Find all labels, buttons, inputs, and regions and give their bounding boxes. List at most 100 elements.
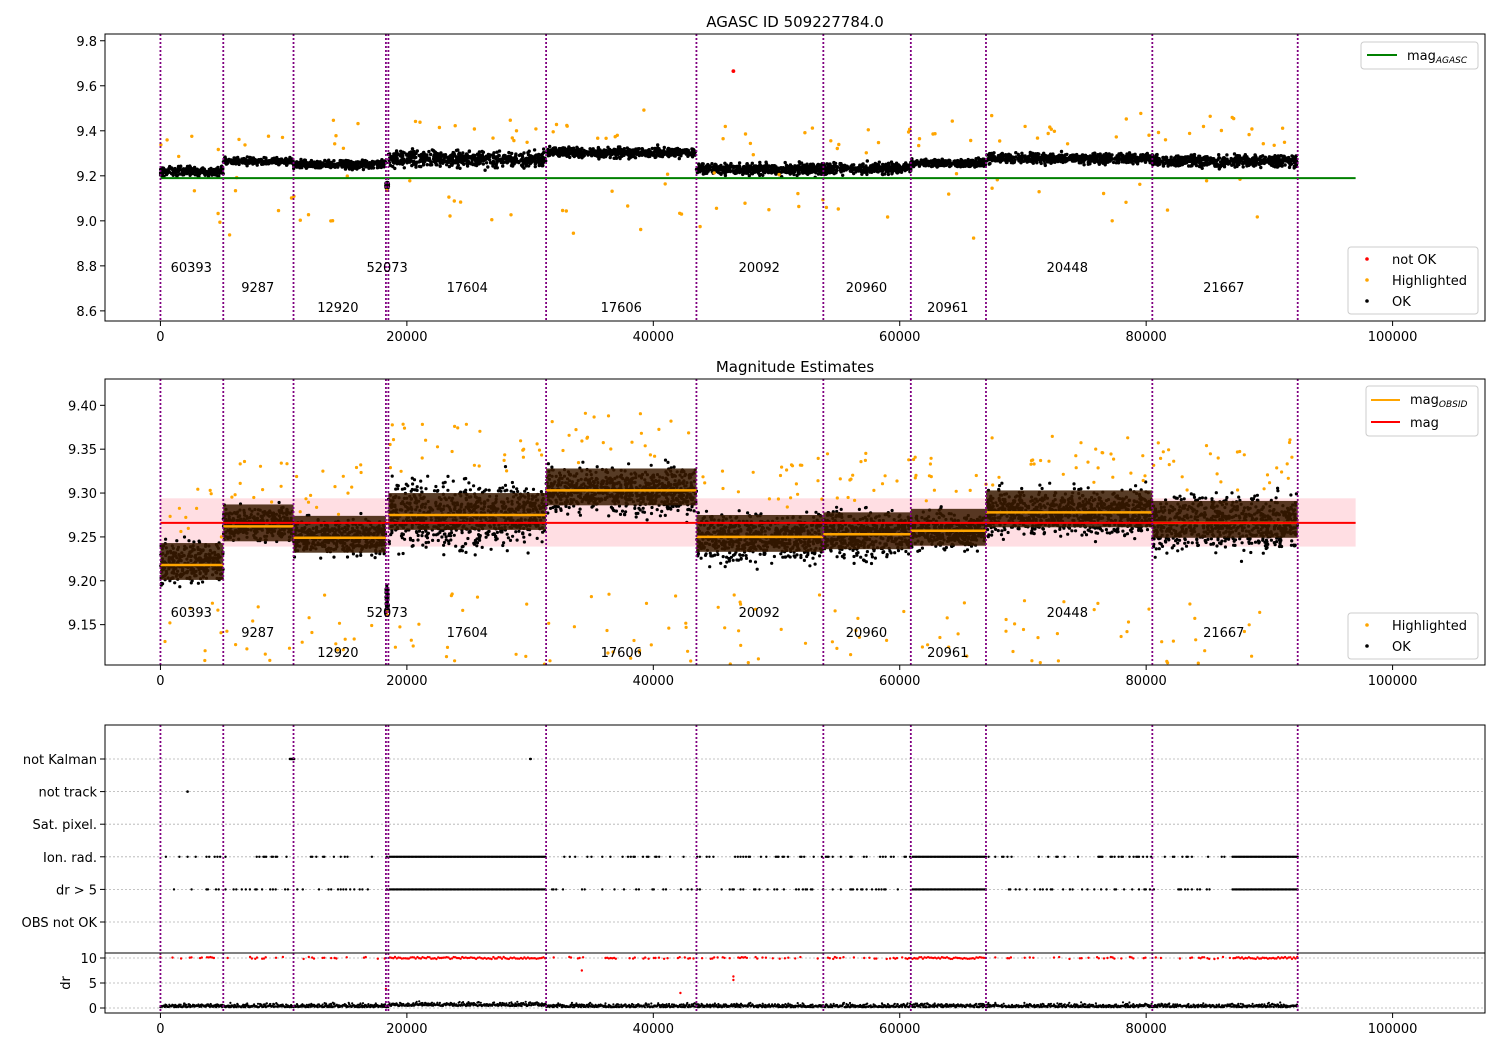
ok-point xyxy=(652,153,657,157)
ok-point xyxy=(191,170,196,174)
ok-point xyxy=(684,151,688,155)
ok-point xyxy=(223,155,227,159)
ok-point xyxy=(410,153,415,157)
ok-point xyxy=(456,148,460,152)
highlighted-point xyxy=(177,154,181,159)
ok-point xyxy=(887,168,891,172)
highlighted-point xyxy=(453,124,457,128)
ok-point xyxy=(164,171,169,175)
ok-point xyxy=(723,172,727,176)
highlighted-point xyxy=(472,127,477,131)
ok-point xyxy=(192,540,196,544)
ok-point xyxy=(1164,155,1168,159)
ok-point xyxy=(533,164,537,169)
ok-point xyxy=(879,167,883,172)
ok-point xyxy=(597,157,601,161)
obsid-label: 9287 xyxy=(241,281,274,296)
ok-point xyxy=(199,168,203,173)
ok-point xyxy=(1215,163,1219,167)
highlighted-point xyxy=(743,201,747,205)
highlighted-point xyxy=(665,172,670,176)
ok-point xyxy=(405,157,409,161)
ok-point xyxy=(1154,161,1158,165)
ok-point xyxy=(433,156,437,160)
ok-point xyxy=(488,154,492,159)
ok-point xyxy=(186,167,190,171)
ok-point xyxy=(993,158,998,162)
ok-point xyxy=(277,500,281,505)
highlighted-point xyxy=(954,172,959,176)
ok-point xyxy=(303,159,307,163)
ok-point xyxy=(419,152,424,157)
highlighted-point xyxy=(1250,127,1254,131)
ok-point xyxy=(402,166,406,170)
ok-point xyxy=(606,150,610,155)
legend-label-not-ok: not OK xyxy=(1392,253,1437,268)
highlighted-point xyxy=(571,231,576,235)
ok-point xyxy=(795,167,799,171)
ok-point xyxy=(438,164,442,168)
highlighted-point xyxy=(168,621,172,625)
ok-point xyxy=(299,164,303,168)
ok-point xyxy=(752,167,757,171)
obsid-label: 20448 xyxy=(1047,261,1088,276)
ok-point xyxy=(501,157,506,161)
ok-point xyxy=(542,147,546,151)
ok-point xyxy=(702,171,706,175)
ok-point xyxy=(435,163,439,167)
ok-point xyxy=(1188,159,1192,163)
highlighted-point xyxy=(413,119,418,124)
highlighted-point xyxy=(714,206,719,210)
ok-point xyxy=(759,172,763,177)
ok-point xyxy=(810,170,814,174)
ok-point xyxy=(548,144,552,149)
ok-point xyxy=(886,161,891,165)
ok-point xyxy=(513,155,518,159)
ok-point xyxy=(389,155,393,159)
x-tick-label: 100000 xyxy=(1368,330,1418,345)
ok-point xyxy=(1251,163,1255,167)
ok-point xyxy=(827,162,831,166)
ok-point xyxy=(253,159,257,163)
ok-point xyxy=(1051,152,1055,156)
highlighted-point xyxy=(824,205,829,210)
ok-point xyxy=(520,155,525,159)
highlighted-point xyxy=(210,601,214,605)
ok-point xyxy=(212,170,217,174)
ok-point xyxy=(655,152,659,157)
ok-point xyxy=(356,160,360,164)
ok-point xyxy=(718,171,722,175)
ok-point xyxy=(422,152,426,156)
obsid-label: 17606 xyxy=(601,301,642,316)
ok-point xyxy=(1207,162,1211,166)
ok-point xyxy=(482,158,486,162)
ok-point xyxy=(408,157,412,161)
highlighted-point xyxy=(615,133,619,137)
ok-point xyxy=(864,164,868,168)
ok-point xyxy=(1028,153,1032,158)
ok-point xyxy=(527,158,531,163)
ok-point xyxy=(540,157,545,161)
ok-point xyxy=(550,149,554,153)
highlighted-point xyxy=(208,488,212,492)
ok-point xyxy=(1103,163,1107,167)
ok-point xyxy=(599,154,603,159)
ok-point xyxy=(565,154,569,158)
ok-point xyxy=(886,165,890,169)
highlighted-point xyxy=(1247,132,1251,137)
highlighted-point xyxy=(510,136,514,140)
ok-point xyxy=(628,148,632,152)
ok-point xyxy=(729,163,733,167)
ok-point xyxy=(467,149,471,154)
highlighted-point xyxy=(219,631,223,635)
ok-point xyxy=(1074,154,1078,158)
highlighted-point xyxy=(564,209,568,213)
highlighted-point xyxy=(1147,133,1151,137)
ok-point xyxy=(493,166,497,170)
ok-point xyxy=(577,148,581,152)
ok-point xyxy=(320,163,325,167)
highlighted-point xyxy=(408,179,412,183)
ok-point xyxy=(317,166,321,170)
ok-point xyxy=(830,169,834,173)
ok-point xyxy=(377,160,381,164)
